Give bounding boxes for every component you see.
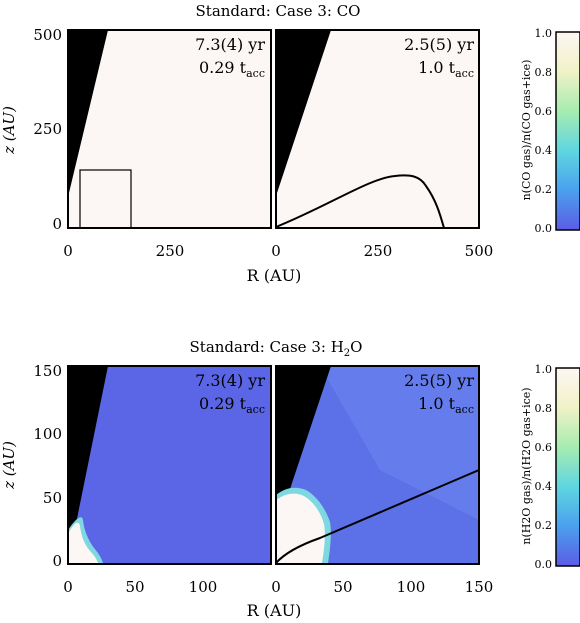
x-tick-label: 0 bbox=[63, 242, 73, 260]
y-axis-label: z (AU) bbox=[0, 106, 18, 155]
top-colorbar: 1.0 0.8 0.6 0.4 0.2 0.0 n(CO gas)/n(CO g… bbox=[520, 27, 580, 235]
bottom-y-axis: 150 100 50 0 z (AU) bbox=[0, 362, 62, 570]
top-panel-2: 2.5(5) yr 1.0 tacc bbox=[275, 29, 480, 229]
bot-p1-tacc: 0.29 tacc bbox=[199, 394, 265, 416]
bottom-panel-2: 2.5(5) yr 1.0 tacc bbox=[275, 365, 480, 565]
x-tick-label: 0 bbox=[63, 578, 73, 596]
panel-frame bbox=[67, 29, 272, 229]
y-tick-label: 250 bbox=[33, 120, 62, 138]
top-y-axis: 500 250 0 z (AU) bbox=[0, 26, 62, 233]
x-tick-label: 100 bbox=[397, 578, 426, 596]
y-axis-label: z (AU) bbox=[0, 441, 18, 490]
x-tick-label: 50 bbox=[125, 578, 144, 596]
x-tick-label: 150 bbox=[465, 578, 494, 596]
cbar-tick: 0.8 bbox=[535, 66, 553, 79]
top-title: Standard: Case 3: CO bbox=[196, 2, 361, 20]
co-gas-region bbox=[68, 30, 271, 228]
x-axis-label: R (AU) bbox=[247, 266, 302, 285]
panel-frame bbox=[275, 365, 480, 565]
cbar-tick: 0.2 bbox=[535, 183, 553, 196]
envelope-cavity bbox=[276, 30, 331, 196]
cbar-tick: 1.0 bbox=[535, 363, 553, 376]
x-tick-label: 500 bbox=[465, 242, 494, 260]
bottom-colorbar: 1.0 0.8 0.6 0.4 0.2 0.0 n(H2O gas)/n(H2O… bbox=[520, 363, 580, 571]
y-tick-label: 0 bbox=[52, 552, 62, 570]
y-tick-label: 500 bbox=[33, 26, 62, 44]
y-tick-label: 50 bbox=[43, 489, 62, 507]
envelope-cavity bbox=[68, 366, 108, 563]
co-gas-region bbox=[68, 522, 98, 563]
cbar-tick: 0.8 bbox=[535, 402, 553, 415]
bottom-title: Standard: Case 3: H2O bbox=[190, 338, 363, 359]
bottom-panel-1: 7.3(4) yr 0.29 tacc bbox=[67, 365, 272, 565]
x-tick-label: 250 bbox=[156, 242, 185, 260]
ice-light-band bbox=[320, 366, 479, 520]
top-p1-time: 7.3(4) yr bbox=[195, 35, 265, 54]
snowline-curve bbox=[275, 174, 445, 229]
cbar-tick: 0.0 bbox=[535, 222, 553, 235]
cbar-tick: 1.0 bbox=[535, 27, 553, 40]
top-panel-1: 7.3(4) yr 0.29 tacc bbox=[67, 29, 272, 229]
bottom-x-axis: 0 50 100 0 50 100 150 R (AU) bbox=[63, 578, 493, 620]
bot-p2-time: 2.5(5) yr bbox=[404, 371, 474, 390]
ice-region bbox=[68, 366, 271, 564]
top-p1-tacc: 0.29 tacc bbox=[199, 58, 265, 80]
cbar-tick: 0.4 bbox=[535, 144, 553, 157]
x-tick-label: 250 bbox=[364, 242, 393, 260]
y-tick-label: 100 bbox=[33, 425, 62, 443]
bot-p2-tacc: 1.0 tacc bbox=[418, 394, 474, 416]
x-tick-label: 100 bbox=[189, 578, 218, 596]
x-axis-label: R (AU) bbox=[247, 601, 302, 620]
bot-p1-time: 7.3(4) yr bbox=[195, 371, 265, 390]
colorbar-scale bbox=[556, 368, 580, 566]
y-tick-label: 150 bbox=[33, 362, 62, 380]
x-tick-label: 50 bbox=[333, 578, 352, 596]
panel-frame bbox=[275, 29, 480, 229]
top-p2-tacc: 1.0 tacc bbox=[418, 58, 474, 80]
top-x-axis: 0 250 0 250 500 R (AU) bbox=[63, 242, 493, 285]
colorbar-label: n(CO gas)/n(CO gas+ice) bbox=[520, 60, 533, 201]
x-tick-label: 0 bbox=[271, 578, 281, 596]
cbar-tick: 0.6 bbox=[535, 441, 553, 454]
top-p2-time: 2.5(5) yr bbox=[404, 35, 474, 54]
colorbar-scale bbox=[556, 32, 580, 230]
x-tick-label: 0 bbox=[271, 242, 281, 260]
y-tick-label: 0 bbox=[52, 215, 62, 233]
envelope-cavity bbox=[68, 30, 108, 197]
co-gas-region bbox=[276, 493, 325, 563]
cbar-tick: 0.6 bbox=[535, 105, 553, 118]
cbar-tick: 0.4 bbox=[535, 480, 553, 493]
panel-frame bbox=[67, 365, 272, 565]
colorbar-label: n(H2O gas)/n(H2O gas+ice) bbox=[520, 387, 533, 544]
cbar-tick: 0.2 bbox=[535, 519, 553, 532]
snowline-curve bbox=[275, 469, 480, 564]
cbar-tick: 0.0 bbox=[535, 558, 553, 571]
